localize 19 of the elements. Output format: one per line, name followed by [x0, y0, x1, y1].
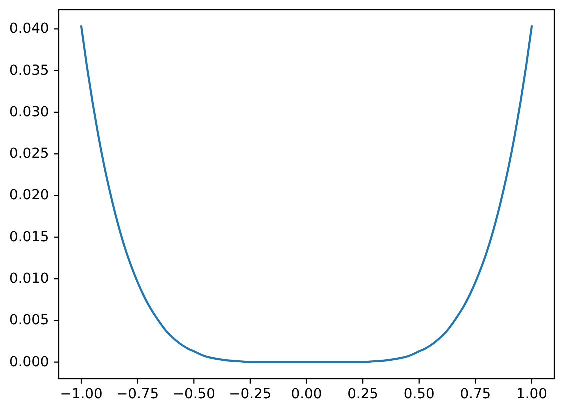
x-tick-label: 0.75: [460, 386, 492, 402]
x-tick-label: 1.00: [516, 386, 548, 402]
y-tick-label: 0.005: [10, 312, 50, 329]
x-tick-label: −1.00: [60, 386, 103, 402]
x-tick-label: 0.25: [348, 386, 379, 402]
y-tick-label: 0.010: [10, 271, 50, 288]
y-tick-label: 0.030: [10, 104, 50, 120]
y-tick-label: 0.035: [10, 62, 50, 79]
x-tick-label: −0.25: [229, 386, 272, 402]
y-tick-label: 0.015: [10, 229, 50, 246]
x-tick-label: −0.75: [116, 386, 160, 402]
y-tick-label: 0.040: [10, 21, 50, 38]
y-tick-label: 0.025: [10, 146, 50, 162]
x-tick-label: 0.50: [404, 386, 435, 402]
y-tick-label: 0.000: [10, 354, 50, 370]
x-tick-label: 0.00: [291, 386, 322, 402]
line-series: [80, 26, 534, 364]
y-tick-label: 0.020: [10, 188, 50, 204]
x-tick-label: −0.50: [172, 386, 216, 402]
